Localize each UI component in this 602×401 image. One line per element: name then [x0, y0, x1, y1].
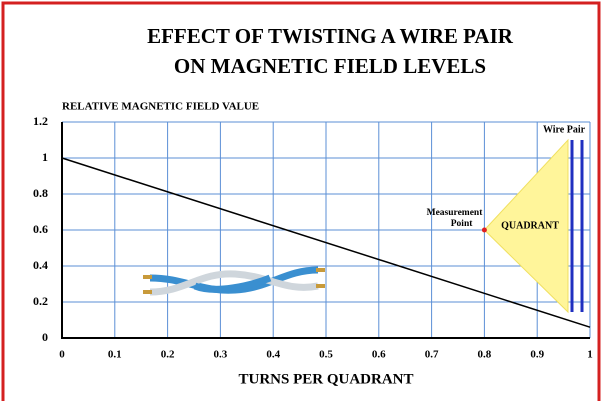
line: [61, 157, 591, 328]
measurement-label: Measurement: [427, 208, 484, 218]
y-tick-label: 1: [42, 150, 48, 164]
quadrant-cone: [483, 138, 569, 314]
chart-title: EFFECT OF TWISTING A WIRE PAIR: [147, 24, 514, 48]
twisted-wire-illustration: [143, 266, 325, 296]
x-tick-label: 0.5: [319, 349, 333, 361]
x-tick-label: 1: [587, 349, 593, 361]
plot-area: 0 0.1 0.2 0.3 0.4 0.5 0.6 0.7 0.8 0.9 1 0 0.2 0.4 0.6 0…: [33, 114, 593, 361]
wire-tip: [316, 268, 325, 272]
wire-tip: [143, 275, 152, 279]
x-axis-label: TURNS PER QUADRANT: [238, 371, 413, 387]
y-axis-label: RELATIVE MAGNETIC FIELD VALUE: [62, 101, 259, 113]
y-tick-label: 0.4: [33, 258, 48, 272]
wire-tip: [143, 290, 152, 294]
x-tick-label: 0.6: [372, 349, 386, 361]
x-tick-label: 0.4: [266, 349, 280, 361]
y-tick-label: 1.2: [33, 114, 48, 128]
wire: [149, 270, 319, 296]
wire-pair-label: Wire Pair: [543, 124, 586, 135]
x-tick-label: 0.2: [161, 349, 175, 361]
quadrant-label: QUADRANT: [501, 220, 559, 231]
x-tick-label: 0.8: [478, 349, 492, 361]
chart-title: ON MAGNETIC FIELD LEVELS: [174, 54, 486, 78]
x-tick-label: 0.1: [108, 349, 122, 361]
y-tick-label: 0.6: [33, 222, 48, 236]
x-tick-label: 0: [59, 349, 65, 361]
x-tick-label: 0.9: [530, 349, 544, 361]
y-tick-label: 0.2: [33, 294, 48, 308]
y-tick-label: 0: [42, 330, 48, 344]
measurement-label: Point: [451, 219, 473, 229]
wire: [193, 274, 272, 293]
x-tick-label: 0.3: [214, 349, 228, 361]
axes: [61, 122, 590, 339]
x-tick-label: 0.7: [425, 349, 439, 361]
wire-tip: [316, 284, 325, 288]
y-tick-label: 0.8: [33, 186, 48, 200]
measurement-point: [481, 227, 487, 233]
